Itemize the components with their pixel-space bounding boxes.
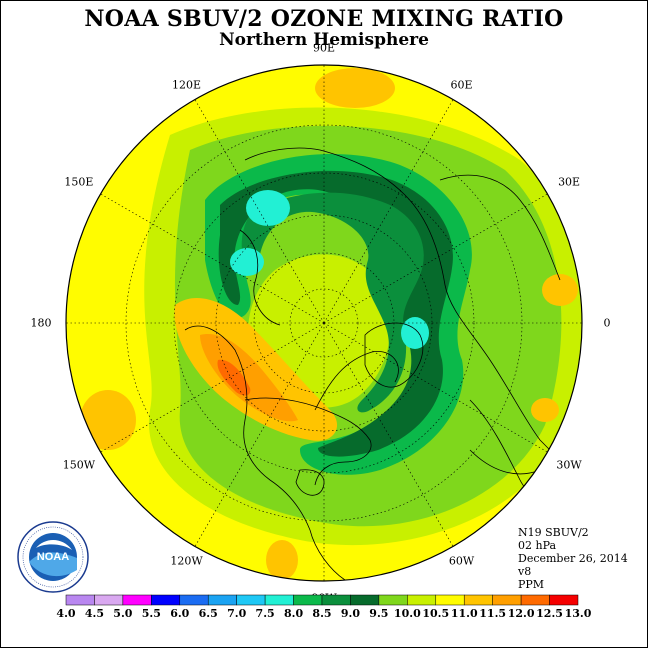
colorbar-tick-label: 10.0 — [393, 607, 421, 620]
meridian-line — [323, 99, 454, 324]
colorbar-swatch — [520, 594, 550, 606]
colorbar-tick-label: 8.0 — [283, 607, 304, 620]
pressure-level: 02 hPa — [518, 539, 557, 552]
field-level-7.5-b — [230, 248, 264, 276]
colorbar-tick-label: 7.0 — [227, 607, 247, 620]
coastlines — [184, 147, 582, 581]
colorbar-tick-label: 5.0 — [113, 607, 133, 620]
globe-outline — [65, 64, 583, 582]
colorbar-swatch — [179, 594, 209, 606]
field-level-11.0 — [200, 334, 298, 422]
field-level-10.5-east — [542, 274, 578, 306]
field-level-10.5-southeast — [531, 398, 559, 422]
colorbar-tick-label: 8.5 — [312, 607, 332, 620]
colorbar-swatch — [350, 594, 380, 606]
noaa-logo: NOAA — [17, 521, 89, 593]
colorbar-swatch — [264, 594, 294, 606]
field-level-7.5-a — [246, 190, 290, 226]
colorbar-tick-label: 11.5 — [479, 607, 507, 620]
colorbar-tick-label: 13.0 — [564, 607, 592, 620]
colorbar-tick-label: 11.0 — [450, 607, 478, 620]
longitude-label: 120E — [171, 78, 202, 92]
colorbar-tick-label: 9.5 — [369, 607, 389, 620]
colorbar-swatch — [435, 594, 465, 606]
colorbar-swatch — [492, 594, 522, 606]
field-level-11.5 — [217, 359, 251, 396]
longitude-label: 60E — [450, 78, 473, 92]
satellite-label: N19 SBUV/2 — [518, 526, 589, 539]
colorbar-tick-label: 10.5 — [422, 607, 450, 620]
colorbar-tick-label: 4.0 — [56, 607, 76, 620]
colorbar-tick-label: 6.0 — [170, 607, 190, 620]
longitude-label: 60W — [448, 554, 475, 568]
colorbar-swatch — [378, 594, 408, 606]
colorbar-tick-label: 9.0 — [340, 607, 361, 620]
longitude-label: 30W — [556, 458, 582, 471]
units-label: PPM — [518, 578, 545, 591]
field-level-8.5-core — [241, 192, 424, 413]
longitude-label: 30E — [558, 175, 581, 188]
longitude-label: 120W — [170, 554, 203, 568]
colorbar-tick-label: 6.5 — [198, 607, 218, 620]
colorbar-tick-label: 12.0 — [507, 607, 535, 620]
page-subtitle: Northern Hemisphere — [219, 30, 429, 50]
longitude-label: 150E — [64, 175, 94, 188]
date-label: December 26, 2014 — [518, 552, 628, 565]
colorbar-tick-label: 5.5 — [141, 607, 161, 620]
map-field — [66, 65, 582, 581]
colorbar-tick-label: 12.5 — [536, 607, 563, 620]
colorbar-swatch — [549, 594, 579, 606]
meridian-line — [323, 322, 454, 547]
colorbar-swatch — [151, 594, 181, 606]
colorbar-tick-label: 7.5 — [255, 607, 275, 620]
meridians — [66, 65, 582, 581]
longitude-label: 180 — [30, 316, 52, 330]
colorbar-swatch — [65, 594, 95, 606]
longitude-label: 0 — [603, 316, 611, 330]
logo-text: NOAA — [37, 551, 69, 563]
version-label: v8 — [518, 565, 532, 578]
colorbar-swatch — [94, 594, 124, 606]
colorbar-swatches — [65, 594, 579, 606]
colorbar-swatch — [407, 594, 437, 606]
colorbar-swatch — [463, 594, 493, 606]
colorbar-tick-label: 4.5 — [84, 607, 105, 620]
page-title: NOAA SBUV/2 OZONE MIXING RATIO — [84, 6, 564, 32]
colorbar-swatch — [321, 594, 351, 606]
colorbar-swatch — [293, 594, 323, 606]
field-level-10.5-south — [266, 540, 298, 580]
meridian-line — [100, 193, 325, 324]
longitude-label: 90E — [312, 41, 336, 55]
meridian-line — [194, 99, 325, 324]
meridian-line — [323, 322, 548, 453]
info-block: N19 SBUV/2 02 hPa December 26, 2014 v8 P… — [518, 526, 628, 591]
colorbar-swatch — [207, 594, 237, 606]
longitude-label: 150W — [62, 458, 96, 471]
meridian-line — [194, 322, 325, 547]
meridian-line — [323, 193, 548, 324]
colorbar-swatch — [236, 594, 266, 606]
meridian-line — [100, 322, 325, 453]
colorbar-swatch — [122, 594, 152, 606]
field-level-10.5-north — [315, 68, 395, 108]
field-level-10.5-west — [80, 390, 136, 450]
